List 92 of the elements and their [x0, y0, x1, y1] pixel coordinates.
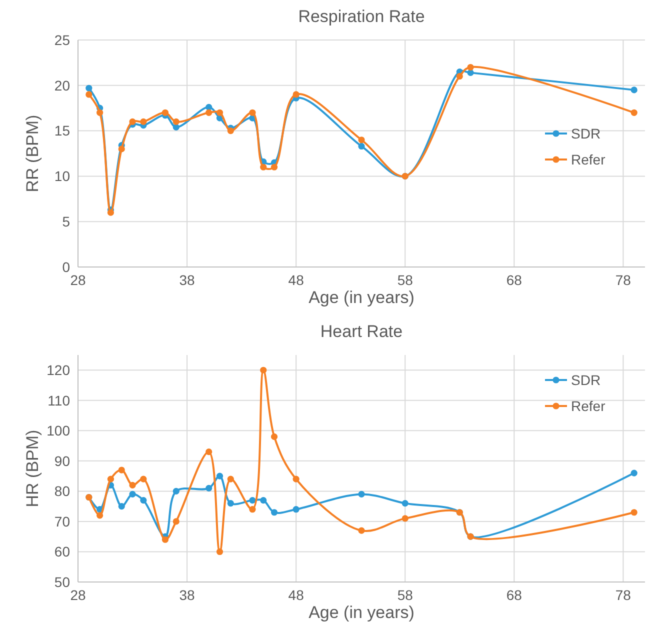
x-tick-label: 38 [179, 272, 196, 288]
x-axis-title: Age (in years) [308, 288, 414, 307]
x-tick-label: 28 [70, 587, 86, 603]
y-tick-label: 15 [54, 122, 70, 139]
y-tick-label: 10 [54, 168, 70, 184]
point [206, 109, 212, 116]
point [162, 109, 169, 116]
point [249, 109, 256, 116]
point [227, 128, 234, 134]
point [292, 91, 300, 98]
point [216, 472, 224, 480]
point [140, 476, 147, 482]
x-tick-label: 48 [288, 272, 304, 288]
point [140, 118, 147, 126]
x-axis-title: Age (in years) [308, 603, 414, 622]
point [96, 512, 104, 519]
point [172, 488, 180, 494]
point [358, 136, 365, 144]
point [249, 506, 256, 513]
legend-label: SDR [571, 125, 601, 142]
point [206, 448, 212, 456]
point [630, 509, 638, 516]
point [467, 64, 474, 71]
y-tick-label: 50 [54, 574, 70, 590]
point [358, 142, 365, 150]
point [402, 515, 408, 522]
point [467, 69, 474, 76]
point [270, 509, 278, 516]
x-tick-label: 58 [397, 587, 414, 603]
point [172, 518, 180, 525]
x-tick-label: 28 [70, 272, 86, 288]
point [249, 496, 256, 504]
point [129, 490, 136, 498]
point [107, 209, 114, 216]
y-tick-label: 120 [46, 362, 70, 378]
point [96, 109, 104, 116]
point [118, 503, 125, 510]
point [270, 433, 278, 440]
point [172, 124, 180, 130]
point [118, 146, 125, 152]
point [227, 500, 234, 507]
y-tick-label: 5 [62, 214, 70, 230]
point [292, 476, 300, 482]
x-tick-label: 78 [615, 587, 632, 603]
y-tick-label: 60 [54, 544, 70, 560]
y-axis-title: RR (BPM) [23, 114, 42, 192]
x-tick-label: 38 [179, 587, 196, 603]
point [456, 73, 463, 80]
point [162, 536, 169, 543]
point [206, 104, 212, 110]
point [358, 527, 365, 534]
x-tick-label: 68 [506, 272, 522, 288]
y-tick-label: 110 [48, 392, 70, 408]
y-tick-label: 70 [54, 513, 70, 530]
point [172, 118, 180, 126]
x-tick-label: 48 [288, 587, 304, 603]
chart-title: Heart Rate [320, 322, 403, 341]
point [260, 164, 267, 170]
x-tick-label: 68 [506, 587, 522, 603]
point [292, 506, 300, 513]
legend-label: Refer [571, 398, 606, 414]
point [216, 548, 224, 556]
y-tick-label: 0 [62, 258, 70, 275]
y-tick-label: 20 [54, 77, 70, 94]
point [86, 91, 92, 98]
point [107, 476, 114, 482]
point [129, 482, 136, 488]
point [260, 496, 267, 504]
point [402, 500, 408, 507]
point [227, 476, 234, 482]
point [358, 490, 365, 498]
point [216, 109, 224, 116]
point [260, 366, 267, 374]
point [129, 118, 136, 126]
x-tick-label: 78 [615, 272, 632, 288]
chart-title: Respiration Rate [298, 7, 425, 26]
point [86, 84, 92, 92]
y-tick-label: 100 [46, 422, 70, 439]
point [630, 470, 638, 476]
legend-label: Refer [571, 151, 606, 168]
point [118, 466, 125, 474]
point [630, 86, 638, 94]
y-tick-label: 25 [54, 32, 70, 48]
point [270, 164, 278, 170]
y-tick-label: 80 [54, 483, 70, 500]
x-tick-label: 58 [397, 272, 414, 288]
y-tick-label: 90 [54, 452, 70, 469]
y-axis-title: HR (BPM) [23, 430, 42, 508]
point [630, 109, 638, 116]
point [140, 496, 147, 504]
point [206, 484, 212, 492]
legend-label: SDR [571, 372, 601, 388]
